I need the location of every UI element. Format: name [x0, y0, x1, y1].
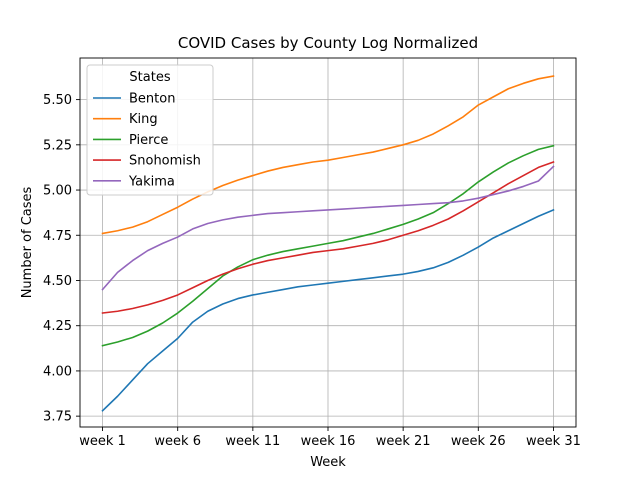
- y-tick-label: 5.00: [43, 184, 72, 199]
- legend-label-yakima: Yakima: [128, 174, 175, 189]
- x-tick-label: week 1: [79, 434, 126, 449]
- x-tick-label: week 31: [526, 434, 581, 449]
- series-line-king: [101, 75, 555, 235]
- legend-label-benton: Benton: [129, 92, 175, 107]
- y-tick-label: 4.50: [43, 274, 72, 289]
- y-tick-label: 4.75: [43, 229, 72, 244]
- y-tick-label: 4.00: [43, 364, 72, 379]
- y-axis-label: Number of Cases: [20, 186, 35, 298]
- series-line-snohomish: [101, 160, 555, 314]
- legend-label-king: King: [129, 112, 158, 127]
- x-tick-label: week 16: [301, 434, 356, 449]
- y-tick-label: 5.25: [43, 138, 72, 153]
- x-tick-label: week 21: [376, 434, 431, 449]
- x-axis-label: Week: [310, 455, 346, 470]
- legend-label-snohomish: Snohomish: [129, 154, 201, 169]
- y-tick-label: 3.75: [43, 410, 72, 425]
- x-tick-label: week 6: [154, 434, 201, 449]
- chart-title: COVID Cases by County Log Normalized: [178, 34, 478, 52]
- y-tick-label: 5.50: [43, 93, 72, 108]
- x-tick-label: week 11: [225, 434, 280, 449]
- series-line-pierce: [101, 144, 555, 347]
- legend-label-pierce: Pierce: [129, 133, 168, 148]
- series-line-benton: [101, 208, 555, 412]
- series-line-yakima: [101, 165, 555, 291]
- y-tick-label: 4.25: [43, 319, 72, 334]
- legend-title: States: [129, 70, 170, 85]
- x-tick-label: week 26: [451, 434, 506, 449]
